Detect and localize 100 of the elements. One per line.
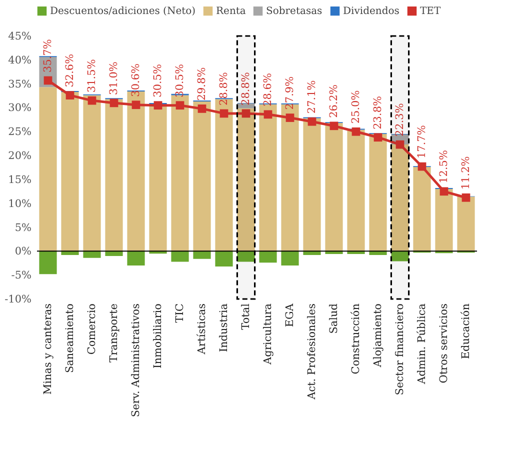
- bar: [193, 102, 211, 252]
- bar: [369, 134, 387, 252]
- point: [220, 109, 228, 118]
- x-tick-label: Agricultura: [262, 304, 274, 366]
- data-label: 28.6%: [262, 73, 274, 106]
- data-label: 30.6%: [130, 63, 142, 97]
- x-tick-label: Serv. Administrativos: [130, 304, 142, 418]
- bar: [347, 130, 365, 252]
- bar: [61, 92, 79, 252]
- bar: [83, 95, 101, 252]
- y-tick-label: 5%: [14, 222, 32, 234]
- x-tick-label: Saneamiento: [64, 304, 76, 374]
- data-label: 30.5%: [174, 64, 186, 98]
- bar: [281, 251, 299, 266]
- bar: [193, 251, 211, 259]
- data-label: 32.6%: [64, 54, 76, 88]
- bar: [39, 87, 57, 252]
- point: [110, 98, 118, 108]
- legend-label: Dividendos: [343, 6, 400, 18]
- bar: [259, 251, 277, 263]
- x-tick-label: Transporte: [108, 304, 120, 362]
- data-label: 31.5%: [86, 59, 98, 93]
- y-tick-label: 10%: [8, 198, 32, 210]
- bar: [259, 104, 277, 252]
- legend-label: TET: [420, 6, 441, 18]
- bar: [39, 251, 57, 274]
- data-label: 27.9%: [284, 76, 296, 110]
- x-tick-label: Industria: [218, 304, 230, 352]
- x-tick-label: Educación: [460, 303, 472, 360]
- data-label: 27.1%: [306, 80, 318, 114]
- bar: [105, 99, 123, 252]
- point: [132, 100, 140, 110]
- point: [440, 187, 448, 196]
- point: [176, 101, 184, 110]
- bar: [391, 251, 409, 262]
- y-tick-label: 35%: [8, 78, 32, 90]
- data-label: 29.8%: [196, 67, 208, 101]
- point: [352, 127, 360, 136]
- data-label: 35.7%: [42, 39, 54, 72]
- data-label: 11.2%: [460, 156, 472, 190]
- bar: [413, 167, 431, 252]
- y-tick-label: 30%: [8, 102, 32, 114]
- x-tick-label: Construcción: [350, 303, 362, 374]
- x-tick-label: Inmobiliario: [152, 304, 164, 368]
- x-tick-label: Total: [240, 302, 252, 330]
- legend-label: Sobretasas: [266, 6, 322, 18]
- bar: [127, 251, 145, 266]
- data-label: 17.7%: [416, 125, 428, 159]
- y-tick-label: 40%: [8, 54, 32, 66]
- point: [154, 101, 162, 110]
- bar: [171, 95, 189, 252]
- legend-label: Descuentos/adiciones (Neto): [50, 6, 196, 18]
- y-tick-label: 25%: [8, 126, 32, 138]
- x-tick-label: Sector financiero: [394, 304, 406, 396]
- point: [396, 140, 404, 149]
- data-label: 23.8%: [372, 96, 384, 130]
- point: [264, 110, 272, 119]
- x-tick-label: Salud: [328, 303, 340, 334]
- bar: [149, 104, 167, 252]
- bar: [215, 251, 233, 266]
- point: [374, 133, 382, 142]
- data-label: 28.8%: [240, 72, 252, 106]
- x-tick-label: TIC: [174, 304, 186, 323]
- data-label: 31.0%: [108, 62, 120, 95]
- legend-label: Renta: [216, 6, 246, 18]
- point: [330, 122, 338, 130]
- point: [308, 117, 316, 126]
- data-label: 26.2%: [328, 84, 340, 118]
- bar: [83, 251, 101, 258]
- x-tick-label: Alojamiento: [372, 304, 384, 368]
- x-tick-label: Otros servicios: [438, 304, 450, 384]
- x-tick-label: Admin. Pública: [416, 304, 428, 385]
- bar: [325, 123, 343, 252]
- point: [88, 96, 96, 105]
- data-label: 30.5%: [152, 64, 164, 98]
- y-tick-label: -10%: [4, 294, 32, 306]
- point: [44, 76, 52, 85]
- x-tick-label: Act. Profesionales: [306, 304, 318, 400]
- y-tick-label: 0%: [14, 246, 32, 258]
- x-tick-label: EGA: [284, 303, 296, 328]
- y-tick-label: -5%: [11, 270, 32, 282]
- data-label: 22.3%: [394, 103, 406, 137]
- point: [462, 193, 470, 202]
- y-tick-label: 45%: [8, 30, 32, 42]
- bar: [237, 103, 255, 108]
- bar: [237, 251, 255, 262]
- x-tick-label: Artísticas: [196, 304, 208, 356]
- bar: [171, 251, 189, 262]
- data-label: 12.5%: [438, 150, 450, 184]
- point: [198, 104, 206, 113]
- y-tick-label: 20%: [8, 150, 32, 162]
- point: [418, 162, 426, 171]
- bar: [435, 189, 453, 252]
- data-label: 25.0%: [350, 90, 362, 124]
- bar: [303, 118, 321, 252]
- x-tick-label: Comercio: [86, 304, 98, 355]
- data-label: 28.8%: [218, 72, 230, 106]
- point: [66, 91, 74, 100]
- y-tick-label: 15%: [8, 174, 32, 186]
- point: [286, 114, 294, 122]
